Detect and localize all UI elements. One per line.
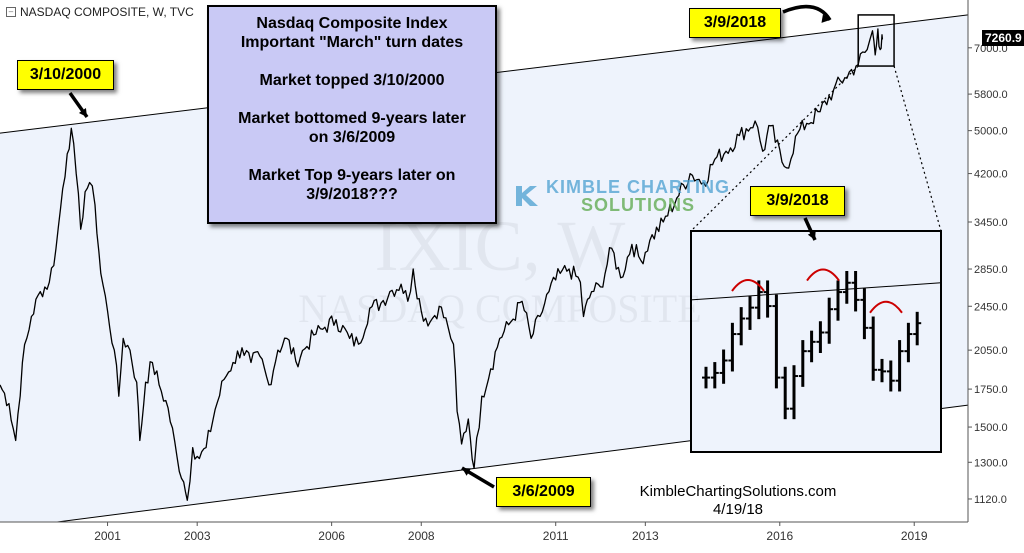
arrow-2018-icon-head [821, 14, 830, 23]
callout-top-2018: 3/9/2018 [689, 8, 781, 38]
watermark-name: NASDAQ COMPOSITE [298, 286, 702, 331]
highlight-box [857, 14, 895, 67]
callout-inset-2018: 3/9/2018 [750, 186, 845, 216]
info-line-1: Nasdaq Composite Index [256, 15, 448, 32]
x-tick-label: 2013 [632, 529, 659, 543]
last-price-tag: 7260.9 [982, 30, 1024, 46]
arrow-2000-icon-head [78, 108, 87, 117]
x-tick-label: 2008 [408, 529, 435, 543]
y-tick-label: 2450.0 [974, 301, 1008, 313]
callout-top-2000: 3/10/2000 [17, 60, 114, 90]
info-line-3: Market topped 3/10/2000 [259, 72, 445, 89]
y-axis-panel [968, 0, 1024, 548]
x-tick-label: 2019 [901, 529, 928, 543]
y-tick-label: 1120.0 [974, 494, 1007, 506]
info-line-6: Market Top 9-years later on [248, 167, 456, 184]
info-line-5: on 3/6/2009 [308, 129, 396, 146]
peak-arc-icon [869, 300, 903, 314]
callout-bottom-2009: 3/6/2009 [496, 477, 591, 507]
footer-date: 4/19/18 [712, 501, 764, 518]
footer-site: KimbleChartingSolutions.com [639, 483, 837, 500]
logo-line-1: KIMBLE CHARTING [546, 177, 730, 197]
info-line-4: Market bottomed 9-years later [238, 110, 466, 127]
info-line-2: Important "March" turn dates [240, 34, 464, 51]
y-tick-label: 3450.0 [974, 217, 1008, 229]
peak-arc-icon [806, 268, 840, 282]
inset-channel-line [690, 282, 942, 301]
arrow-2018-icon [782, 4, 832, 22]
symbol-label: NASDAQ COMPOSITE, W, TVC [20, 5, 194, 19]
info-box: Nasdaq Composite Index Important "March"… [207, 5, 497, 224]
logo-mark-icon [516, 186, 538, 206]
y-tick-label: 1500.0 [974, 422, 1008, 434]
x-tick-label: 2001 [94, 529, 121, 543]
arrow-inset-icon-head [807, 231, 816, 240]
x-tick-label: 2016 [766, 529, 793, 543]
y-tick-label: 5800.0 [974, 89, 1008, 101]
chart-header[interactable]: – NASDAQ COMPOSITE, W, TVC [6, 5, 194, 19]
kimble-logo: KIMBLE CHARTING SOLUTIONS [512, 178, 730, 214]
y-tick-label: 2850.0 [974, 264, 1008, 276]
inset-frame [690, 230, 942, 453]
logo-line-2: SOLUTIONS [580, 195, 695, 215]
collapse-icon[interactable]: – [6, 7, 16, 17]
zoom-line-right [893, 65, 942, 232]
y-tick-label: 1300.0 [974, 457, 1008, 469]
y-tick-label: 5000.0 [974, 126, 1008, 138]
peak-arc-icon [731, 278, 765, 292]
x-tick-label: 2011 [543, 529, 569, 543]
y-tick-label: 4200.0 [974, 169, 1008, 181]
x-axis-panel [0, 522, 1024, 548]
zoom-line-left [690, 65, 859, 232]
y-tick-label: 2050.0 [974, 345, 1008, 357]
x-tick-label: 2003 [184, 529, 211, 543]
arrow-2009-icon-head [462, 468, 471, 476]
x-tick-label: 2006 [318, 529, 345, 543]
y-tick-label: 1750.0 [974, 384, 1008, 396]
info-line-7: 3/9/2018??? [306, 186, 398, 203]
price-series-line [0, 28, 884, 501]
